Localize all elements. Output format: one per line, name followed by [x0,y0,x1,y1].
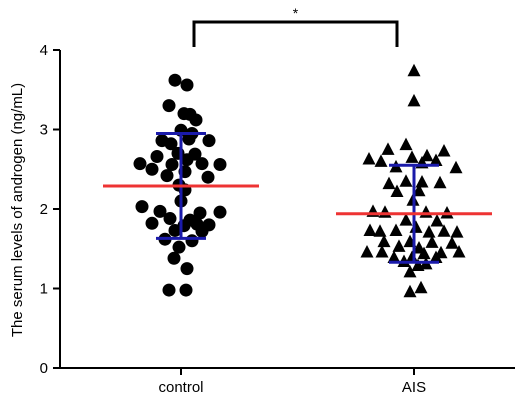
ais-point [422,225,436,238]
ais-point [387,250,401,264]
mean-sd-bars [103,131,492,264]
ais-point [375,244,389,258]
control-point [201,170,215,184]
control-point [162,99,176,113]
control-point [163,212,177,226]
ais-point [425,235,439,248]
ais-point [412,183,426,197]
ais-point [381,142,395,155]
y-tick-label: 3 [40,122,48,139]
y-tick-label: 2 [40,201,48,218]
ais-point [392,239,406,252]
ais-point [450,225,464,238]
ais-point [417,246,431,260]
significance-bracket-line [192,20,399,47]
y-tick-label: 0 [40,360,48,377]
x-tick-label: control [158,379,203,396]
control-point [145,162,159,176]
control-point [195,224,209,238]
control-point [179,283,193,297]
ais-point [399,174,413,187]
ais-point [403,284,417,298]
ais-point [449,160,463,174]
control-point [153,204,167,218]
data-points [133,63,466,298]
control-point [213,157,227,171]
y-tick-label: 4 [40,42,48,59]
ais-point [445,236,459,249]
ais-point [429,250,443,264]
ais-point [389,223,403,237]
ais-point [437,144,451,157]
ais-point [378,205,392,218]
control-point [168,73,182,87]
x-tick-label: AIS [402,379,426,396]
significance-star: * [293,5,299,21]
control-point [160,169,174,183]
control-point [135,200,149,214]
control-point [150,150,164,164]
control-point [167,251,181,265]
control-point [133,157,147,171]
control-point [164,137,178,151]
control-point [189,113,203,127]
ais-point [411,258,425,271]
ais-point [405,150,419,163]
control-point [165,157,179,171]
ais-point [373,224,387,237]
ais-point [419,205,433,218]
control-point [185,234,199,248]
ais-point [452,244,466,258]
ais-point [363,223,377,237]
ais-point [390,184,404,198]
ais-point [374,154,388,167]
control-point [145,216,159,230]
ais-point [437,224,451,237]
ais-point [407,63,421,77]
control-point [172,240,186,254]
ais-point [415,175,429,188]
ais-point [409,220,423,233]
control-point [202,134,216,148]
ais-point [362,151,376,165]
control-point [180,78,194,92]
control-point [180,153,194,167]
control-point [182,132,196,146]
ais-point [430,213,444,227]
y-tick-label: 1 [40,281,48,298]
ais-point [420,148,434,162]
control-point [193,206,207,220]
ais-point [407,93,421,107]
control-point [195,157,209,171]
ais-point [429,153,443,167]
ais-point [382,176,396,190]
ais-point [403,264,417,278]
control-point [213,205,227,219]
ais-point [414,280,428,294]
significance-bracket: * [192,5,399,47]
ais-point [377,234,391,248]
y-ticks: 0 1 2 3 4 [40,42,60,377]
control-point [168,223,182,237]
ais-point [360,244,374,258]
ais-point [433,175,447,189]
ais-point [399,137,413,151]
x-ticks: control AIS [158,368,426,396]
control-point [162,283,176,297]
control-point [180,262,194,276]
y-axis-title: The serum levels of androgen (ng/mL) [9,83,26,337]
ais-point [399,213,413,226]
